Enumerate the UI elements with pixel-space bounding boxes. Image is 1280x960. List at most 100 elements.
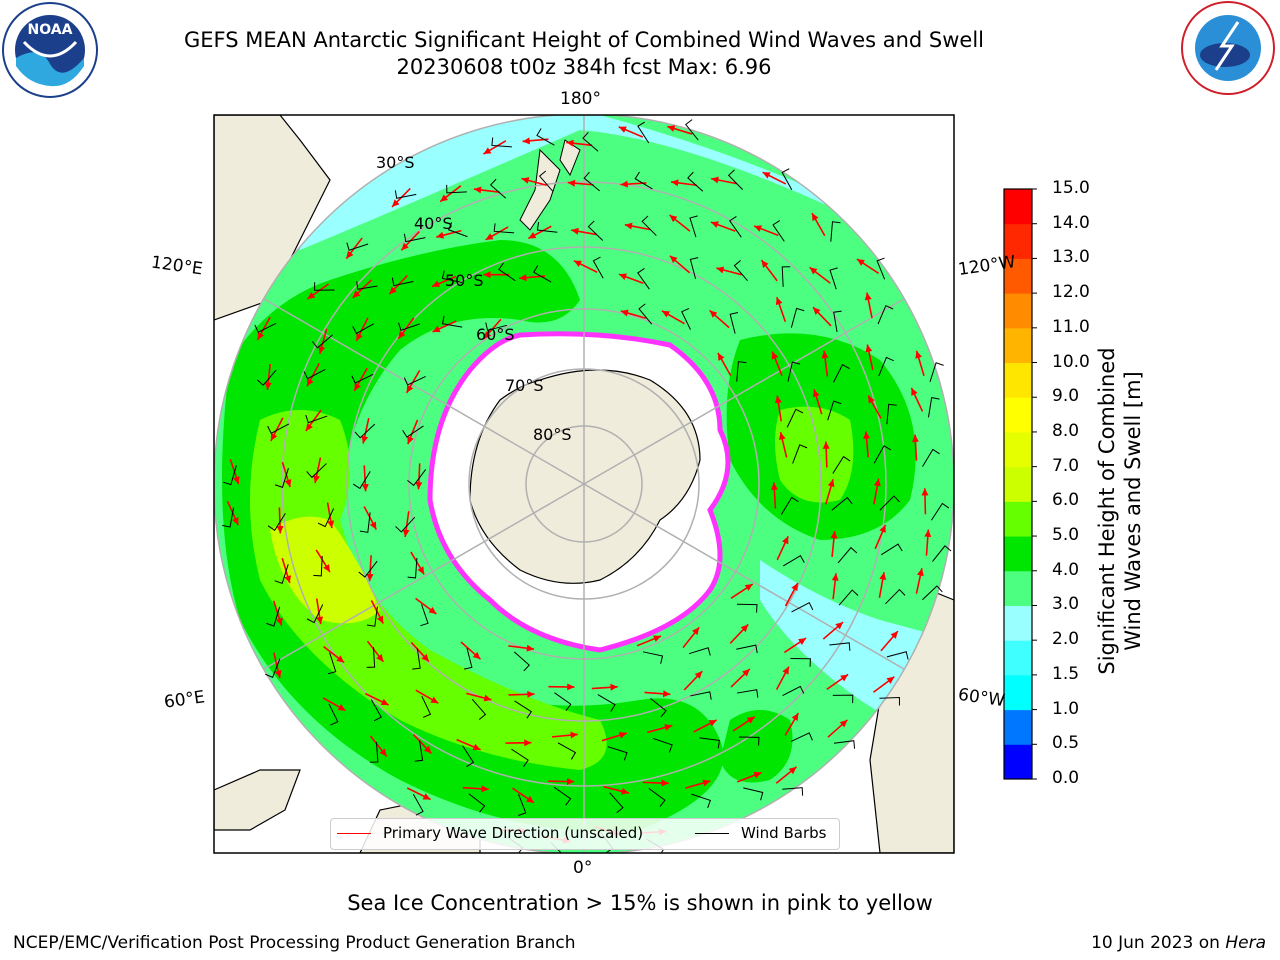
wind-barb (592, 256, 604, 279)
wind-barb (358, 560, 378, 578)
wave-arrow-head (873, 478, 881, 487)
wind-barb (514, 700, 533, 719)
wave-arrow-head (472, 651, 481, 660)
wave-arrow-head (415, 482, 423, 490)
wind-barb (366, 606, 378, 627)
wind-barb (736, 644, 758, 654)
wind-barb (791, 602, 814, 613)
wave-arrow-head (274, 670, 282, 678)
wind-barb (873, 445, 892, 464)
wind-barb (265, 658, 281, 679)
wave-arrow-head (483, 331, 492, 339)
wave-arrow-head (812, 389, 820, 398)
wave-arrow-head (694, 671, 703, 679)
wave-arrow-head (798, 638, 807, 645)
colorbar-tick-label: 10.0 (1052, 351, 1090, 372)
wind-barb (254, 322, 277, 333)
wave-arrow-head (519, 274, 527, 282)
wind-barb (538, 170, 554, 192)
wind-barb (536, 128, 555, 146)
wave-arrow-head (740, 624, 749, 633)
wave-arrow-head (771, 351, 779, 360)
wind-barb (447, 222, 468, 238)
wave-arrow-head (618, 731, 627, 739)
wind-barb (327, 652, 337, 675)
wind-barb (786, 408, 804, 428)
wind-barb (790, 657, 811, 667)
wind-barb (885, 588, 906, 605)
wave-arrow-head (276, 617, 283, 626)
wind-barb (781, 168, 793, 191)
wave-arrow-head (788, 766, 797, 775)
wave-arrow-head (432, 325, 441, 333)
wave-arrow-head (618, 126, 627, 133)
wind-barb (782, 685, 805, 697)
colorbar-segment (1004, 293, 1032, 329)
wind-barb (729, 311, 739, 334)
wind-barb (412, 793, 424, 816)
wind-barb (305, 414, 328, 424)
wave-arrow-head (305, 423, 313, 432)
wave-arrow-head (711, 176, 719, 184)
wind-barb (532, 265, 552, 283)
wave-arrow-head (702, 779, 711, 787)
wave-arrow-head (811, 213, 819, 222)
wind-barb (932, 545, 952, 562)
wave-arrow-head (708, 719, 717, 727)
wind-barb (641, 215, 657, 236)
colorbar-segment (1004, 744, 1032, 780)
wave-arrow-head (436, 231, 445, 239)
wave-arrow-head (924, 529, 932, 538)
wind-barb (736, 361, 747, 382)
colorbar-tick-label: 8.0 (1052, 420, 1080, 441)
wind-barb (886, 651, 909, 660)
wind-barb (831, 496, 853, 511)
wind-barb (312, 334, 333, 349)
wind-barb (403, 233, 426, 243)
wave-arrow-head (318, 346, 326, 354)
footer-system-name: Hera (1225, 933, 1266, 953)
wave-arrow-head (361, 483, 369, 492)
wave-arrow-head (742, 669, 750, 677)
graticule (214, 115, 954, 853)
wind-barb (274, 564, 289, 584)
wind-barb (352, 471, 371, 490)
wave-arrow-head (839, 719, 848, 728)
wave-arrow-head (761, 260, 769, 268)
wave-arrow-head (754, 225, 763, 232)
wave-arrow-head (716, 266, 725, 274)
wave-arrow-head (753, 771, 762, 779)
wind-barb (687, 171, 704, 192)
wind-barb (792, 444, 808, 464)
wind-barb (359, 512, 371, 533)
wave-arrow-head (423, 745, 432, 754)
wave-arrow-head (440, 194, 449, 202)
wind-barb (346, 242, 369, 251)
wave-arrow-head (402, 529, 410, 537)
wind-barb (922, 585, 943, 601)
wave-arrow-head (573, 260, 582, 268)
wave-arrow-head (653, 635, 662, 642)
wind-barb (398, 322, 420, 332)
wave-arrow-head (270, 432, 278, 441)
wind-barb (780, 496, 799, 515)
wind-barb (681, 307, 691, 330)
wave-arrow-head (284, 575, 292, 584)
wind-barb (929, 362, 944, 382)
wind-barb (421, 695, 432, 718)
wave-arrow-head (567, 683, 575, 691)
wind-barb (876, 257, 886, 280)
wave-arrow-head (566, 778, 575, 785)
wind-barb (878, 356, 894, 377)
wave-arrow-head (830, 531, 838, 539)
wave-arrow-head (778, 432, 786, 441)
colorbar-tick-label: 0.0 (1052, 768, 1080, 788)
wave-arrow-head (879, 524, 886, 533)
wind-barb (407, 469, 427, 487)
footer-date: 10 Jun 2023 on Hera (1091, 933, 1266, 953)
wind-barb (830, 221, 841, 242)
colorbar-tick-label: 13.0 (1052, 247, 1090, 268)
wave-arrow-head (770, 482, 778, 490)
wave-arrow-head (422, 793, 431, 800)
colorbar-tick-label: 5.0 (1052, 525, 1080, 546)
